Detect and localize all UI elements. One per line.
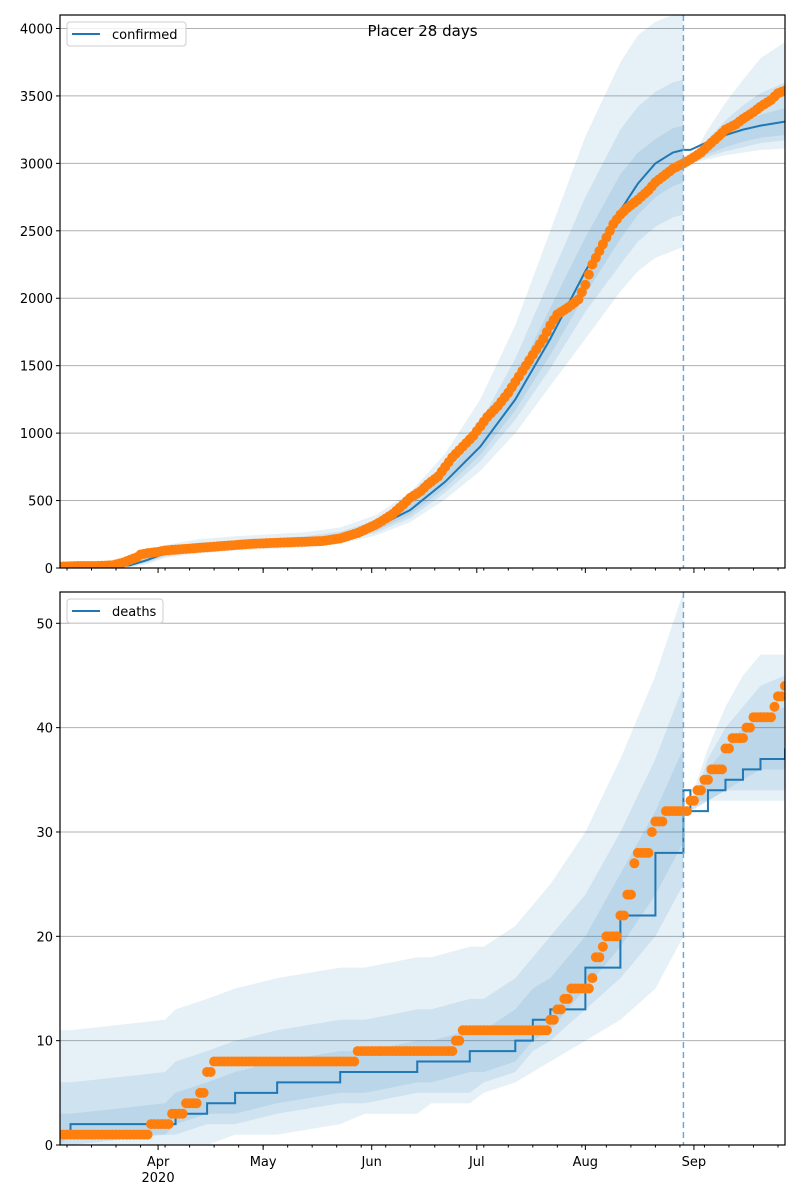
y-tick-label: 0: [45, 562, 53, 577]
observed-point: [629, 858, 640, 869]
observed-point: [737, 733, 748, 744]
observed-point: [454, 1035, 465, 1046]
model-line: [60, 748, 785, 1136]
uncertainty-band-1: [60, 592, 684, 1145]
y-tick-label: 0: [45, 1139, 53, 1154]
x-tick-label: Sep: [682, 1155, 707, 1170]
observed-point: [594, 952, 605, 963]
axes-frame: [59, 14, 786, 569]
observed-point: [695, 785, 706, 796]
y-tick-label: 500: [28, 495, 53, 510]
x-tick-label: Jun: [361, 1155, 382, 1170]
y-tick-label: 10: [36, 1035, 53, 1050]
observed-point: [776, 691, 785, 702]
legend-label: deaths: [112, 605, 157, 620]
observed-point: [611, 931, 622, 942]
y-tick-label: 2000: [20, 292, 53, 307]
observed-point: [163, 1119, 174, 1130]
legend-box: [66, 21, 187, 47]
x-tick-sublabel: 2020: [142, 1171, 175, 1186]
observed-point: [447, 1046, 458, 1057]
y-tick-label: 4000: [20, 22, 53, 37]
observed-point: [618, 910, 629, 921]
y-tick-label: 2500: [20, 225, 53, 240]
y-tick-label: 20: [36, 930, 53, 945]
observed-point: [198, 1087, 209, 1098]
observed-point: [723, 743, 734, 754]
x-tick-label: May: [250, 1155, 277, 1170]
observed-point: [688, 795, 699, 806]
observed-point: [142, 1129, 153, 1140]
x-tick-label: Jul: [468, 1155, 485, 1170]
observed-point: [646, 826, 657, 837]
observed-point: [562, 993, 573, 1004]
y-tick-label: 30: [36, 826, 53, 841]
uncertainty-band-1: [60, 15, 684, 568]
observed-point: [191, 1098, 202, 1109]
observed-point: [744, 722, 755, 733]
legend: deaths: [66, 598, 164, 624]
observed-point: [580, 279, 591, 290]
observed-point: [576, 287, 587, 298]
observed-point: [205, 1066, 216, 1077]
plot-area: [60, 15, 785, 568]
legend: confirmed: [66, 21, 187, 47]
observed-point: [583, 269, 594, 280]
uncertainty-band-3: [60, 748, 684, 1145]
observed-point: [769, 701, 780, 712]
observed-point: [702, 774, 713, 785]
legend-box: [66, 598, 164, 624]
legend-label: confirmed: [112, 28, 178, 43]
y-tick-label: 1500: [20, 360, 53, 375]
uncertainty-band-2: [690, 675, 785, 812]
observed-point: [625, 889, 636, 900]
observed-point: [780, 680, 785, 691]
observed-point: [541, 1025, 552, 1036]
x-tick-label: Apr: [147, 1155, 170, 1170]
y-tick-label: 3500: [20, 90, 53, 105]
chart-title: Placer 28 days: [367, 22, 477, 40]
observed-point: [765, 712, 776, 723]
observed-point: [681, 806, 692, 817]
observed-point: [583, 983, 594, 994]
observed-point: [555, 1004, 566, 1015]
observed-point: [716, 764, 727, 775]
observed-point: [573, 294, 584, 305]
observed-point: [643, 847, 654, 858]
observed-point: [657, 816, 668, 827]
plot-area: [60, 592, 785, 1145]
y-tick-label: 40: [36, 722, 53, 737]
uncertainty-band-3: [690, 706, 785, 812]
observed-point: [548, 1014, 559, 1025]
observed-point: [349, 1056, 360, 1067]
observed-point: [177, 1108, 188, 1119]
observed-point: [597, 941, 608, 952]
y-tick-label: 50: [36, 617, 53, 632]
y-tick-label: 3000: [20, 157, 53, 172]
axes-frame: [59, 591, 786, 1146]
observed-point: [780, 85, 785, 96]
x-tick-label: Aug: [573, 1155, 598, 1170]
observed-point: [587, 973, 598, 984]
confirmed-panel: 0 500 1000 1500 2000 2500 3000 3500 4000 confirme…: [20, 14, 786, 577]
uncertainty-band-1: [690, 42, 785, 164]
uncertainty-band-3: [690, 108, 785, 164]
y-tick-label: 1000: [20, 427, 53, 442]
